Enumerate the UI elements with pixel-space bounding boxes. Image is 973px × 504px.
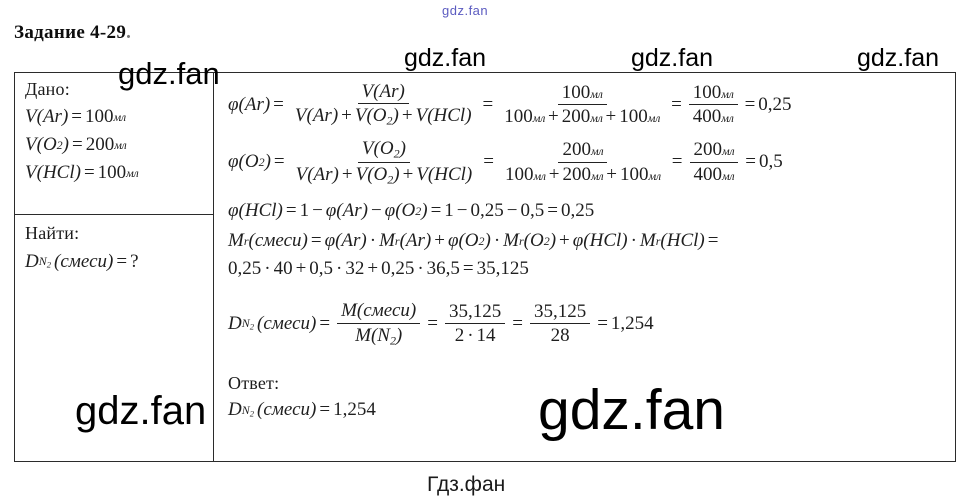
solution-table: Дано: V(Ar) = 100 мл V(O 2) = 200 мл V(HCl) = 100…: [14, 72, 956, 462]
watermark-footer: Гдз.фан: [427, 473, 506, 496]
given-cell: Дано: V(Ar) = 100 мл V(O 2) = 200 мл V(HCl) = 100…: [15, 73, 213, 215]
fraction-density-numbers: 35,125 2 · 14: [444, 301, 506, 347]
watermark-row-left: gdz.fan: [118, 56, 220, 91]
given-line-hcl: V(HCl) = 100 мл: [25, 162, 139, 183]
work-column: φ(Ar) = V(Ar) V(Ar) + V(O2) + V(HCl) = 100мл …: [214, 73, 955, 461]
given-find-column: Дано: V(Ar) = 100 мл V(O 2) = 200 мл V(HCl) = 100…: [15, 73, 214, 461]
equation-phi-o2: φ(O 2) = V(O2) V(Ar) + V(O2) + V(HCl) = 200мл …: [228, 138, 783, 187]
answer-label: Ответ:: [228, 373, 280, 394]
fraction-phi-ar-reduced: 100мл 400мл: [688, 82, 738, 128]
equation-phi-hcl: φ (HCl) = 1− φ (Ar) − φ (O 2) = 1−0,25−0,5 = 0,25: [228, 200, 595, 222]
density-result: 1,254: [610, 312, 654, 334]
watermark-big-left: gdz.fan: [75, 389, 207, 433]
watermark-big-right: gdz.fan: [538, 378, 725, 442]
phi-o2-result: 0,5: [759, 151, 783, 173]
page-title: Задание 4-29.: [14, 22, 131, 44]
given-label: Дано:: [25, 79, 70, 99]
fraction-density-definition: M(смеси) M(N2): [337, 300, 421, 347]
equation-mr-mixture-line2: 0,25 · 40 +0,5 · 32 +0,25 · 36,5 = 35,125: [228, 258, 529, 280]
find-label: Найти:: [25, 223, 80, 243]
given-line-ar: V(Ar) = 100 мл: [25, 106, 126, 127]
task-title-trailing-dot: .: [126, 22, 132, 43]
find-cell: Найти: D N2(смеси) =?: [15, 215, 213, 461]
fraction-phi-o2-reduced: 200мл 400мл: [689, 139, 739, 185]
answer-expression: D N2 (смеси) = 1,254: [228, 399, 376, 421]
task-title-text: Задание 4-29: [14, 22, 127, 43]
fraction-phi-o2-definition: V(O2) V(Ar) + V(O2) + V(HCl): [295, 138, 473, 187]
equation-phi-ar: φ(Ar) = V(Ar) V(Ar) + V(O2) + V(HCl) = 100мл …: [228, 81, 792, 128]
phi-ar-result: 0,25: [758, 93, 792, 115]
fraction-phi-ar-definition: V(Ar) V(Ar) + V(O2) + V(HCl): [294, 81, 472, 128]
fraction-phi-o2-numbers: 200мл 100мл +200мл +100мл: [504, 139, 661, 185]
watermark-row-mid-left: gdz.fan: [404, 44, 487, 72]
fraction-density-reduced: 35,125 28: [529, 301, 591, 347]
equation-relative-density: D N2 (смеси) = M(смеси) M(N2) = 35,125 2 · 14…: [228, 300, 654, 348]
watermark-row-right: gdz.fan: [857, 44, 940, 72]
find-expression: D N2(смеси) =?: [25, 251, 139, 272]
watermark-row-mid-right: gdz.fan: [631, 44, 714, 72]
watermark-top-small: gdz.fan: [442, 3, 489, 18]
given-line-o2: V(O 2) = 200 мл: [25, 134, 127, 155]
fraction-phi-ar-numbers: 100мл 100мл +200мл +100мл: [504, 81, 661, 127]
